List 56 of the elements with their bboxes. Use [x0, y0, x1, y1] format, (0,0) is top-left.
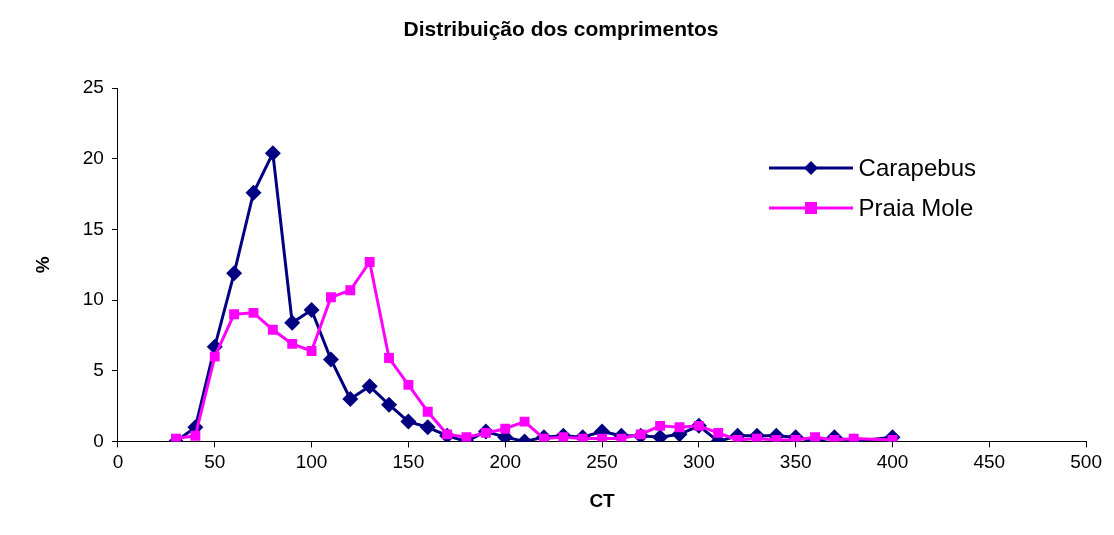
point: [322, 351, 339, 368]
point: [267, 324, 278, 335]
x-tick-label: 150: [392, 451, 425, 473]
point: [248, 307, 259, 318]
chart-title: Distribuição dos comprimentos: [403, 17, 719, 41]
point: [226, 265, 243, 282]
point: [419, 419, 436, 436]
point: [381, 396, 398, 413]
point: [171, 433, 181, 442]
x-tick-label: 400: [876, 451, 909, 473]
y-tick-label: 0: [93, 429, 104, 451]
legend-label: Praia Mole: [858, 194, 974, 222]
point: [364, 257, 375, 267]
x-tick-label: 500: [1070, 451, 1102, 473]
point: [558, 432, 569, 442]
x-axis-title: CT: [589, 489, 616, 511]
point: [577, 433, 588, 442]
point: [500, 423, 511, 434]
x-tick-label: 250: [586, 451, 618, 473]
y-axis-title: %: [31, 256, 53, 274]
point: [209, 351, 220, 362]
x-tick-label: 50: [204, 451, 226, 473]
x-tick-label: 300: [683, 451, 715, 473]
point: [400, 413, 417, 430]
x-tick-label: 350: [779, 451, 812, 473]
point: [713, 427, 724, 438]
point: [245, 184, 262, 201]
point: [190, 430, 201, 441]
x-tick-label: 200: [489, 451, 522, 473]
point: [597, 433, 607, 442]
point: [655, 420, 666, 431]
y-tick-label: 10: [82, 288, 104, 310]
point: [284, 314, 301, 331]
point: [325, 292, 336, 303]
y-tick-label: 15: [82, 217, 104, 239]
y-tick-label: 25: [82, 76, 104, 98]
point: [287, 338, 298, 349]
point: [403, 379, 414, 390]
point: [345, 285, 356, 296]
x-tick-label: 450: [973, 451, 1006, 473]
point: [303, 302, 320, 319]
point: [674, 422, 685, 433]
x-tick-label: 0: [112, 451, 124, 473]
point: [422, 406, 433, 417]
point: [342, 391, 359, 408]
point: [306, 346, 317, 356]
point: [264, 145, 281, 162]
point: [229, 309, 240, 320]
legend-label: Carapebus: [858, 154, 976, 182]
x-tick-label: 100: [295, 451, 328, 473]
y-tick-label: 20: [82, 147, 104, 169]
point: [810, 432, 820, 442]
point: [384, 353, 394, 363]
y-tick-label: 5: [93, 358, 104, 380]
point: [519, 416, 530, 427]
point: [361, 378, 378, 395]
